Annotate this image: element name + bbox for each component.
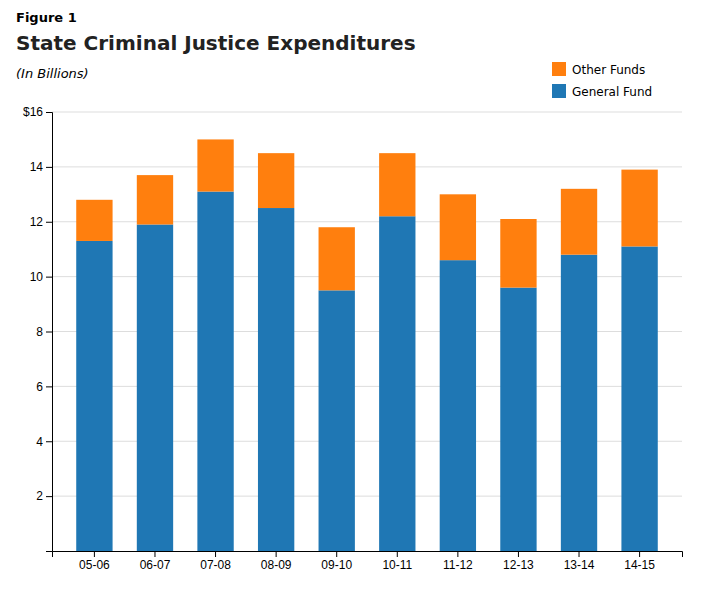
x-tick: 05-06 xyxy=(79,551,110,572)
bar xyxy=(137,175,173,224)
bars xyxy=(76,139,658,551)
x-tick: 09-10 xyxy=(321,551,352,572)
bar xyxy=(319,290,355,551)
y-tick-label: 8 xyxy=(36,325,43,339)
x-tick: 12-13 xyxy=(503,551,534,572)
x-tick-mark xyxy=(397,551,398,557)
y-tick: 8 xyxy=(36,325,52,339)
bar xyxy=(500,288,536,551)
x-tick-mark xyxy=(518,551,519,557)
x-tick-mark xyxy=(457,551,458,557)
bar xyxy=(76,200,112,241)
y-tick-mark xyxy=(46,167,52,168)
x-tick-mark xyxy=(276,551,277,557)
legend-item: Other Funds xyxy=(552,62,645,77)
x-tick-label: 10-11 xyxy=(382,558,412,572)
x-tick: 14-15 xyxy=(624,551,655,572)
bar xyxy=(379,216,415,551)
y-tick-mark xyxy=(46,112,52,113)
legend: Other Funds General Fund xyxy=(552,62,652,99)
subtitle: (In Billions) xyxy=(16,66,89,81)
y-tick-mark xyxy=(46,441,52,442)
y-tick-label: 6 xyxy=(36,380,43,394)
bar xyxy=(500,219,536,288)
y-tick: 4 xyxy=(36,435,52,449)
x-tick: 07-08 xyxy=(200,551,231,572)
grid-line xyxy=(52,166,682,167)
grid-line xyxy=(52,112,682,113)
x-tick: 06-07 xyxy=(140,551,171,572)
y-tick-label: 2 xyxy=(36,489,43,503)
x-axis: 05-06 06-07 07-08 08-09 09-10 10-11 11-12 12-13… xyxy=(53,551,683,572)
legend-swatch xyxy=(552,62,566,76)
y-tick: $16 xyxy=(23,105,52,119)
bar xyxy=(258,153,294,208)
bar xyxy=(561,255,597,551)
x-tick: 13-14 xyxy=(564,551,595,572)
y-tick: 10 xyxy=(30,270,52,284)
bar xyxy=(319,227,355,290)
x-tick-label: 11-12 xyxy=(443,558,473,572)
legend-label: General Fund xyxy=(572,85,652,99)
bar xyxy=(258,208,294,551)
legend-swatch xyxy=(552,84,566,98)
x-tick-label: 07-08 xyxy=(200,558,231,572)
bar xyxy=(137,224,173,551)
x-tick-label: 09-10 xyxy=(321,558,352,572)
y-axis: 2 4 6 8 10 12 14 $16 xyxy=(23,105,53,551)
x-tick-label: 05-06 xyxy=(79,558,110,572)
x-axis-line xyxy=(53,552,683,558)
y-tick-label: 14 xyxy=(30,160,44,174)
y-tick-label: 10 xyxy=(30,270,44,284)
bar xyxy=(197,192,233,551)
series-group xyxy=(76,139,658,290)
x-tick-label: 12-13 xyxy=(503,558,534,572)
bar xyxy=(379,153,415,216)
x-tick: 08-09 xyxy=(261,551,292,572)
y-tick: 6 xyxy=(36,380,52,394)
bar xyxy=(621,170,657,247)
chart-svg: Figure 1 State Criminal Justice Expenditu… xyxy=(0,0,706,591)
y-tick: 14 xyxy=(30,160,52,174)
y-tick-mark xyxy=(46,222,52,223)
x-tick-label: 08-09 xyxy=(261,558,292,572)
x-tick: 10-11 xyxy=(382,551,412,572)
title: State Criminal Justice Expenditures xyxy=(16,31,416,55)
x-tick-mark xyxy=(336,551,337,557)
bar xyxy=(561,189,597,255)
y-tick: 2 xyxy=(36,489,52,503)
bar xyxy=(621,246,657,551)
y-tick-label: 4 xyxy=(36,435,43,449)
legend-label: Other Funds xyxy=(572,63,645,77)
bar xyxy=(440,194,476,260)
annotation: Figure 1 xyxy=(16,10,77,25)
y-tick-mark xyxy=(46,386,52,387)
x-tick-mark xyxy=(154,551,155,557)
y-tick-label: $16 xyxy=(23,105,43,119)
x-tick-mark xyxy=(579,551,580,557)
x-tick-label: 06-07 xyxy=(140,558,171,572)
x-tick-label: 13-14 xyxy=(564,558,595,572)
x-tick-mark xyxy=(215,551,216,557)
y-tick-label: 12 xyxy=(30,215,44,229)
y-axis-line xyxy=(46,113,53,552)
bar xyxy=(197,139,233,191)
plot: 05-06 06-07 07-08 08-09 09-10 10-11 11-12 12-13… xyxy=(23,105,683,571)
x-tick-label: 14-15 xyxy=(624,558,655,572)
x-tick-mark xyxy=(639,551,640,557)
bar xyxy=(76,241,112,551)
y-tick: 12 xyxy=(30,215,52,229)
y-tick-mark xyxy=(46,332,52,333)
bar xyxy=(440,260,476,551)
y-tick-mark xyxy=(46,496,52,497)
legend-item: General Fund xyxy=(552,84,652,99)
x-tick: 11-12 xyxy=(443,551,473,572)
x-tick-mark xyxy=(94,551,95,557)
y-tick-mark xyxy=(46,277,52,278)
